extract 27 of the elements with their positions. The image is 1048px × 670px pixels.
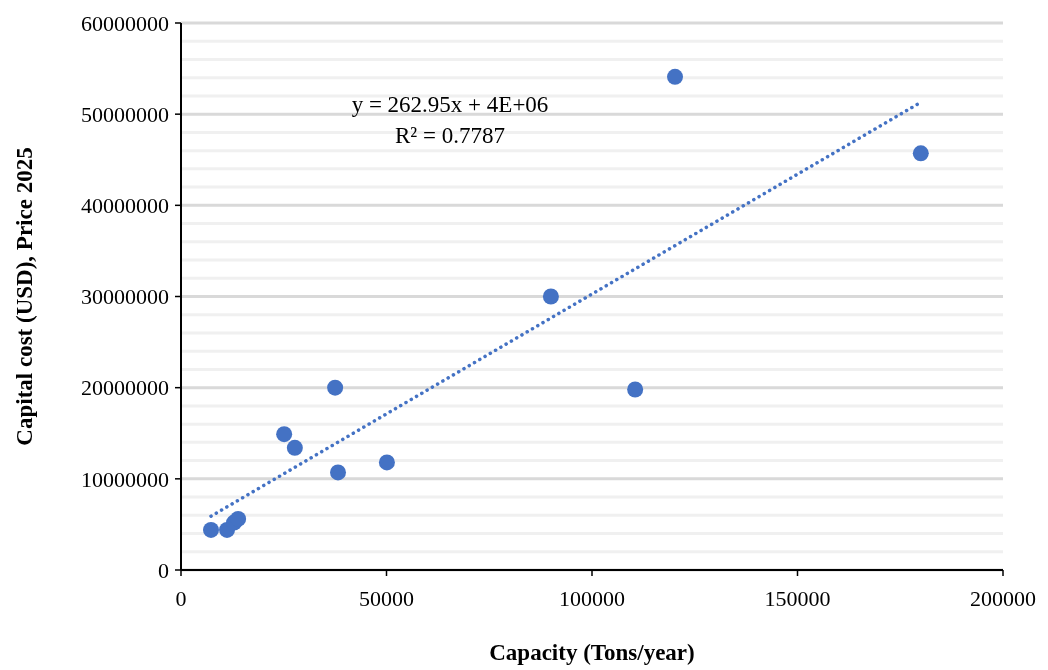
y-tick-label: 50000000 <box>81 101 169 127</box>
point <box>542 288 559 305</box>
x-tick-label: 50000 <box>359 586 414 611</box>
point <box>327 379 344 396</box>
point <box>667 68 684 85</box>
x-tick-label: 200000 <box>970 586 1036 611</box>
y-tick-label: 60000000 <box>81 10 169 36</box>
point <box>203 521 219 538</box>
point <box>330 464 346 481</box>
y-axis-title: Capital cost (USD), Price 2025 <box>12 147 37 446</box>
x-tick-label: 100000 <box>559 586 625 611</box>
y-tick-label: 0 <box>158 557 169 583</box>
point <box>627 381 644 398</box>
point <box>230 510 247 527</box>
x-tick-label: 150000 <box>764 586 831 611</box>
y-tick-label: 10000000 <box>81 466 169 492</box>
annotation: R² = 0.7787 <box>395 123 505 148</box>
x-axis-title: Capacity (Tons/year) <box>489 640 695 665</box>
point <box>286 439 303 456</box>
point <box>378 454 395 471</box>
y-tick-label: 40000000 <box>81 193 169 219</box>
annotation: y = 262.95x + 4E+06 <box>351 92 549 117</box>
y-tick-label: 20000000 <box>81 375 169 401</box>
point <box>912 145 929 162</box>
point <box>276 426 293 443</box>
x-tick-label: 0 <box>175 586 187 611</box>
y-tick-label: 30000000 <box>81 284 169 310</box>
